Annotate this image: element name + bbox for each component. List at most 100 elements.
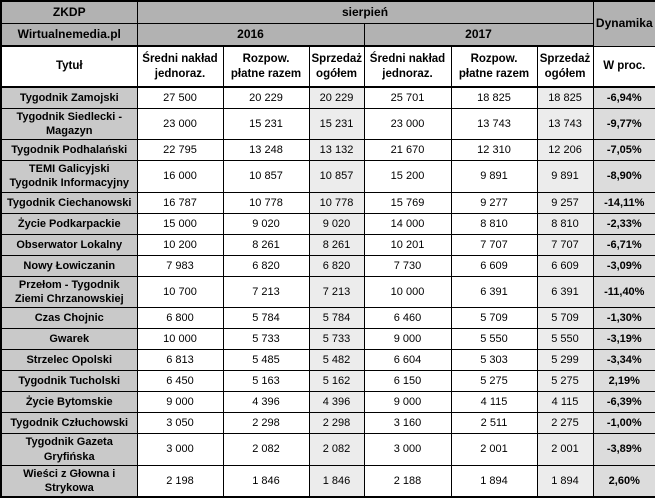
value-sales-2017: 6 609 [536, 254, 594, 277]
year-2016-label: 2016 [136, 23, 365, 47]
year-2017-label: 2017 [363, 23, 594, 47]
value-paid-2017: 5 709 [450, 307, 538, 330]
table-row: Gwarek 10 000 5 733 5 733 9 000 5 550 5 … [0, 328, 655, 351]
value-avg-2016: 10 700 [136, 275, 224, 309]
value-sales-2017: 5 709 [536, 307, 594, 330]
value-sales-2016: 5 482 [308, 349, 365, 372]
value-paid-2016: 5 163 [222, 370, 310, 393]
percent-change: -8,90% [592, 160, 655, 193]
value-avg-2017: 3 160 [363, 412, 452, 435]
value-avg-2017: 25 701 [363, 86, 452, 109]
row-title: Życie Bytomskie [0, 391, 138, 414]
row-title: Tygodnik Podhalański [0, 139, 138, 162]
value-sales-2016: 5 733 [308, 328, 365, 351]
value-sales-2017: 2 001 [536, 433, 594, 466]
value-avg-2016: 6 450 [136, 370, 224, 393]
value-paid-2016: 9 020 [222, 212, 310, 235]
value-sales-2016: 10 778 [308, 191, 365, 214]
header-row-years: Wirtualnemedia.pl 2016 2017 [0, 23, 655, 47]
value-paid-2016: 4 396 [222, 391, 310, 414]
month-label: sierpień [136, 0, 594, 24]
value-sales-2017: 13 743 [536, 107, 594, 141]
percent-change: -2,33% [592, 212, 655, 235]
value-sales-2016: 8 261 [308, 233, 365, 256]
value-paid-2017: 12 310 [450, 139, 538, 162]
row-title: Tygodnik Człuchowski [0, 412, 138, 435]
table-row: Życie Podkarpackie 15 000 9 020 9 020 14… [0, 212, 655, 235]
table-row: Tygodnik Tucholski 6 450 5 163 5 162 6 1… [0, 370, 655, 393]
value-avg-2016: 27 500 [136, 86, 224, 109]
value-sales-2017: 1 894 [536, 464, 594, 498]
value-sales-2017: 5 275 [536, 370, 594, 393]
value-avg-2016: 7 983 [136, 254, 224, 277]
value-avg-2016: 6 813 [136, 349, 224, 372]
value-avg-2017: 10 000 [363, 275, 452, 309]
value-sales-2017: 9 891 [536, 160, 594, 193]
value-paid-2016: 13 248 [222, 139, 310, 162]
org-label: ZKDP [0, 0, 138, 24]
metric-header-avg-2016: Średni nakład jednoraz. [136, 45, 224, 88]
metric-header-sales-2017: Sprzedaż ogółem [536, 45, 594, 88]
dynamics-label: Dynamika [592, 0, 655, 47]
value-paid-2017: 4 115 [450, 391, 538, 414]
value-sales-2017: 9 257 [536, 191, 594, 214]
value-sales-2016: 13 132 [308, 139, 365, 162]
table-row: Strzelec Opolski 6 813 5 485 5 482 6 604… [0, 349, 655, 372]
value-avg-2016: 10 000 [136, 328, 224, 351]
percent-change: -6,94% [592, 86, 655, 109]
table-body: Tygodnik Zamojski 27 500 20 229 20 229 2… [0, 86, 655, 498]
percent-change: -9,77% [592, 107, 655, 141]
percent-change: -3,19% [592, 328, 655, 351]
value-sales-2016: 20 229 [308, 86, 365, 109]
value-avg-2016: 10 200 [136, 233, 224, 256]
value-sales-2017: 2 275 [536, 412, 594, 435]
metric-header-paid-2017: Rozpow. płatne razem [450, 45, 538, 88]
value-paid-2016: 5 733 [222, 328, 310, 351]
value-paid-2017: 2 001 [450, 433, 538, 466]
value-sales-2017: 5 550 [536, 328, 594, 351]
row-title: TEMI Galicyjski Tygodnik Informacyjny [0, 160, 138, 193]
value-paid-2016: 1 846 [222, 464, 310, 498]
percent-change: -14,11% [592, 191, 655, 214]
value-sales-2016: 10 857 [308, 160, 365, 193]
table-row: Przełom - Tygodnik Ziemi Chrzanowskiej 1… [0, 275, 655, 309]
percent-change: -6,71% [592, 233, 655, 256]
value-paid-2016: 20 229 [222, 86, 310, 109]
source-label: Wirtualnemedia.pl [0, 23, 138, 47]
value-sales-2017: 12 206 [536, 139, 594, 162]
value-sales-2016: 1 846 [308, 464, 365, 498]
value-avg-2017: 6 460 [363, 307, 452, 330]
table-row: Obserwator Lokalny 10 200 8 261 8 261 10… [0, 233, 655, 256]
table-row: Tygodnik Zamojski 27 500 20 229 20 229 2… [0, 86, 655, 109]
percent-change: -1,00% [592, 412, 655, 435]
percent-change: -3,09% [592, 254, 655, 277]
value-paid-2016: 10 857 [222, 160, 310, 193]
value-paid-2016: 15 231 [222, 107, 310, 141]
metric-header-paid-2016: Rozpow. płatne razem [222, 45, 310, 88]
row-title: Tygodnik Ciechanowski [0, 191, 138, 214]
value-avg-2017: 6 150 [363, 370, 452, 393]
value-avg-2016: 16 000 [136, 160, 224, 193]
value-avg-2016: 6 800 [136, 307, 224, 330]
value-paid-2017: 5 303 [450, 349, 538, 372]
value-sales-2016: 4 396 [308, 391, 365, 414]
table-row: Tygodnik Człuchowski 3 050 2 298 2 298 3… [0, 412, 655, 435]
row-title: Życie Podkarpackie [0, 212, 138, 235]
percent-change: -3,89% [592, 433, 655, 466]
row-title: Tygodnik Siedlecki - Magazyn [0, 107, 138, 141]
value-paid-2017: 5 275 [450, 370, 538, 393]
value-sales-2016: 2 082 [308, 433, 365, 466]
value-paid-2017: 13 743 [450, 107, 538, 141]
value-paid-2016: 10 778 [222, 191, 310, 214]
value-sales-2016: 7 213 [308, 275, 365, 309]
row-title: Gwarek [0, 328, 138, 351]
row-title: Obserwator Lokalny [0, 233, 138, 256]
value-avg-2016: 3 050 [136, 412, 224, 435]
table-row: Tygodnik Ciechanowski 16 787 10 778 10 7… [0, 191, 655, 214]
value-avg-2017: 9 000 [363, 328, 452, 351]
row-title: Wieści z Głowna i Strykowa [0, 464, 138, 498]
percent-column-header: W proc. [592, 45, 655, 88]
percent-change: 2,19% [592, 370, 655, 393]
percent-change: -1,30% [592, 307, 655, 330]
